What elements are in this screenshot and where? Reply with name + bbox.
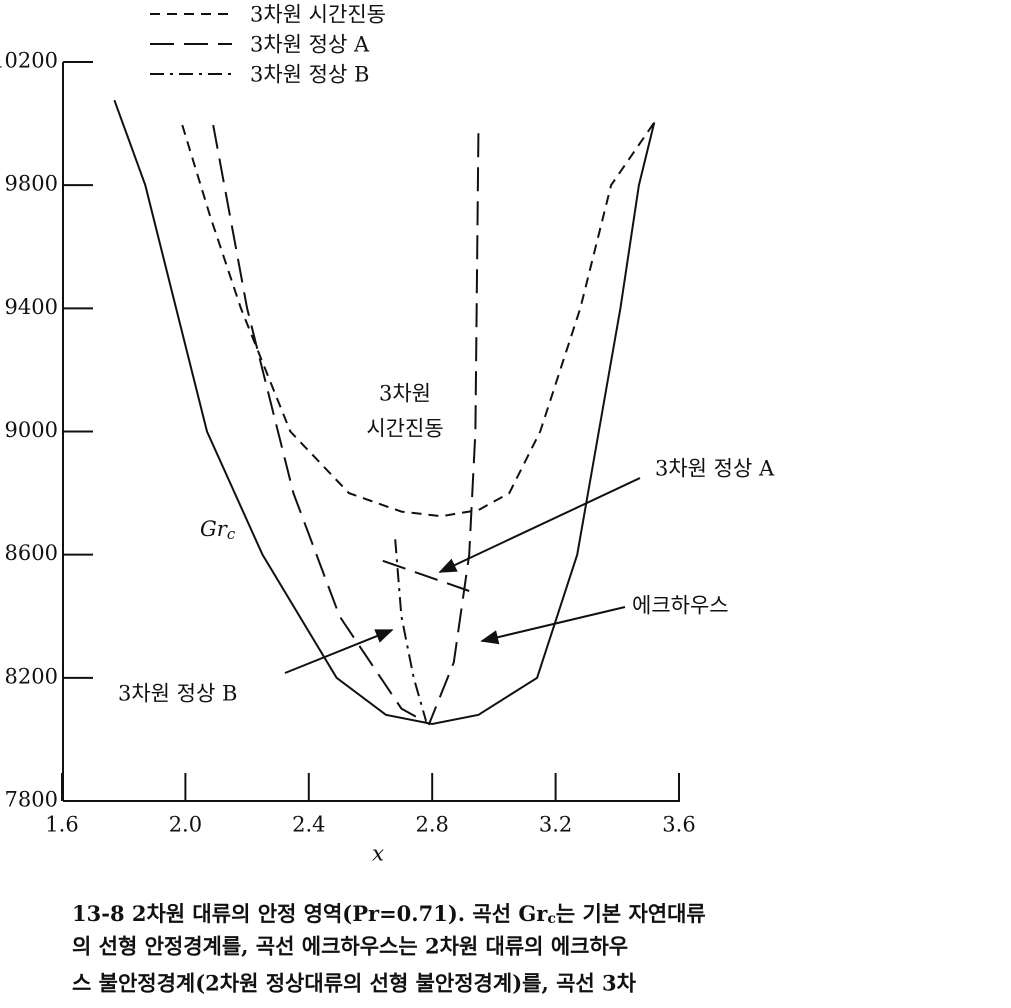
caption-sub: c [547,911,556,927]
line [181,121,656,518]
annotation: 3차원 [379,382,431,406]
arrow [284,629,394,674]
y-tick-label: 7800 [5,788,58,812]
y-tick-label: 9800 [5,172,58,196]
y-tick-label: 8200 [5,664,58,688]
caption: 스 불안정경계(2차원 정상대류의 선형 불안정경계)를, 곡선 3차 [72,971,637,996]
annotation: 시간진동 [366,417,443,441]
y-tick-label: 9400 [5,295,58,319]
annotation: Grc [200,517,236,544]
arrow [438,477,641,573]
x-tick-label: 3.2 [539,813,572,837]
x-axis-label: x [372,842,384,866]
x-tick-label: 2.0 [169,813,202,837]
x-tick-label: 1.6 [45,813,78,837]
line [394,539,427,722]
caption-text: 는 기본 자연대류 [556,901,706,926]
annotation-sub: c [227,525,236,543]
caption: 의 선형 안정경계를, 곡선 에크하우스는 2차원 대류의 에크하우 [72,934,628,959]
line [113,99,656,726]
caption: 13-8 2차원 대류의 안정 영역(Pr=0.71). 곡선 Grc는 기본 … [72,901,706,928]
x-tick-label: 2.4 [292,813,325,837]
caption-text: 13-8 2차원 대류의 안정 영역(Pr=0.71). 곡선 Gr [72,901,548,926]
annotation: 3차원 정상 B [118,682,237,706]
legend-label: 3차원 시간진동 [250,3,386,27]
arrow [480,606,626,645]
y-tick-label: 9000 [5,418,58,442]
annotation: 3차원 정상 A [655,457,775,481]
y-tick-label: 10200 [0,49,58,73]
x-tick-label: 2.8 [415,813,448,837]
line [212,124,480,726]
y-tick-label: 8600 [5,541,58,565]
legend-label: 3차원 정상 B [250,63,369,87]
x-tick-label: 3.6 [662,813,695,837]
annotation: 에크하우스 [632,594,729,618]
legend-label: 3차원 정상 A [250,33,370,57]
annotation-text: Gr [200,517,229,541]
